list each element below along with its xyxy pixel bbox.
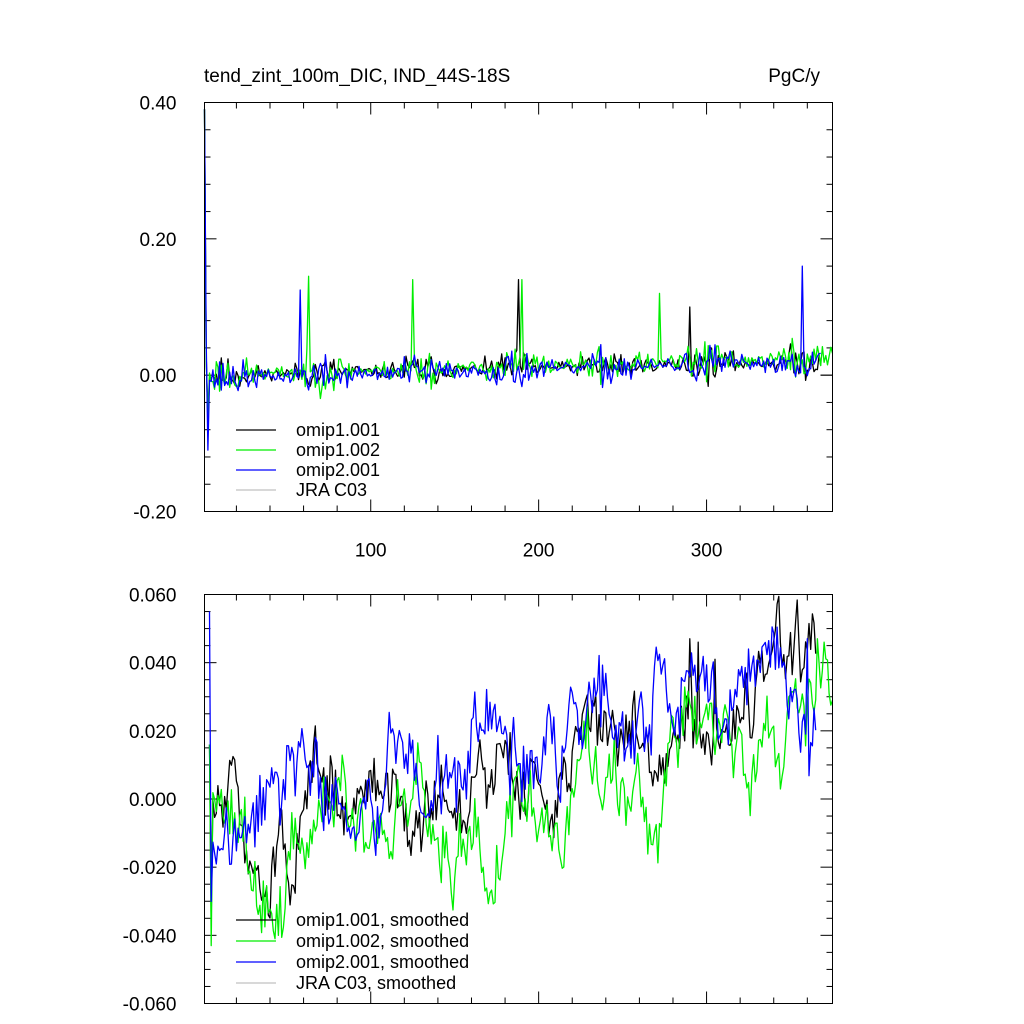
bottom-panel-ytick-label: -0.040 [123, 926, 177, 947]
top-panel-xtick-label: 100 [355, 541, 387, 562]
top-panel-ytick-label: 0.20 [140, 230, 177, 251]
bottom-panel-ytick-label: 0.020 [129, 722, 177, 743]
top-panel-ytick-label: -0.20 [133, 503, 176, 524]
bottom-panel-legend-label: JRA C03, smoothed [296, 973, 456, 993]
top-panel-legend-label: omip1.001 [296, 420, 380, 440]
bottom-panel-frame [204, 594, 833, 1004]
bottom-panel: -0.060 -0.040 -0.020 0.000 0.020 0.040 0.060 o… [123, 586, 834, 1016]
bottom-panel-series-line [208, 595, 817, 919]
top-panel-axes: -0.20 0.00 0.20 0.40 100 200 300 [133, 94, 833, 562]
bottom-panel-ytick-label: 0.040 [129, 654, 177, 675]
top-panel-ytick-label: 0.40 [140, 94, 177, 115]
bottom-panel-ytick-label: -0.020 [123, 858, 177, 879]
bottom-panel-legend-label: omip1.002, smoothed [296, 931, 469, 951]
bottom-panel-ytick-label: 0.000 [129, 790, 177, 811]
top-panel-xtick-label: 300 [691, 541, 723, 562]
bottom-panel-ytick-label: 0.060 [129, 586, 177, 607]
top-panel-series-line [203, 109, 821, 451]
top-panel-series [203, 109, 834, 451]
top-panel-legend-label: omip2.001 [296, 460, 380, 480]
top-panel-title: tend_zint_100m_DIC, IND_44S-18S [204, 66, 510, 87]
top-panel-series-line [203, 109, 834, 417]
top-panel-xtick-label: 200 [523, 541, 555, 562]
top-panel-legend-label: JRA C03 [296, 480, 367, 500]
bottom-panel-ytick-label: -0.060 [123, 995, 177, 1016]
bottom-panel-series-line [208, 611, 817, 902]
bottom-panel-axes: -0.060 -0.040 -0.020 0.000 0.020 0.040 0.060 [123, 586, 833, 1016]
bottom-panel-series [208, 595, 834, 947]
top-panel-legend-label: omip1.002 [296, 440, 380, 460]
bottom-panel-legend-label: omip2.001, smoothed [296, 952, 469, 972]
top-panel: tend_zint_100m_DIC, IND_44S-18S PgC/y -0… [133, 66, 834, 562]
top-panel-units: PgC/y [768, 66, 820, 87]
top-panel-ytick-label: 0.00 [140, 366, 177, 387]
bottom-panel-legend-label: omip1.001, smoothed [296, 910, 469, 930]
top-panel-frame [204, 102, 833, 512]
